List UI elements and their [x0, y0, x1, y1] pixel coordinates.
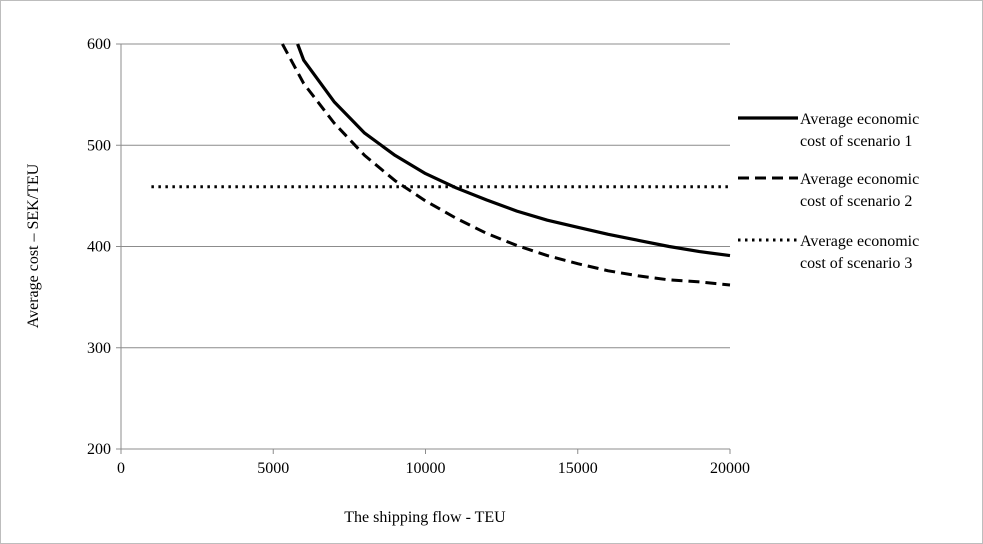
- series-group: [151, 43, 731, 287]
- y-tick-label: 500: [87, 137, 111, 154]
- gridlines: [121, 43, 730, 349]
- legend: Average economic cost of scenario 1 Averag…: [738, 111, 919, 272]
- x-axis-title: The shipping flow - TEU: [344, 509, 506, 526]
- series-line-scenario-1: [296, 43, 731, 258]
- x-tick-label: 15000: [558, 460, 598, 477]
- axes: [116, 43, 731, 454]
- x-tick-label: 10000: [406, 460, 446, 477]
- x-tick-label: 20000: [710, 460, 750, 477]
- legend-label-scenario-3: Average economic cost of scenario 3: [800, 233, 919, 272]
- series-line-scenario-2: [281, 43, 731, 287]
- x-tick-label: 0: [117, 460, 125, 477]
- x-tick-label: 5000: [257, 460, 289, 477]
- y-tick-label: 300: [87, 340, 111, 357]
- y-tick-label: 400: [87, 239, 111, 256]
- legend-label-scenario-2: Average economic cost of scenario 2: [800, 171, 919, 210]
- tick-labels: 200 300 400 500 600 0 5000 10000 15000 20000: [87, 36, 750, 477]
- y-tick-label: 200: [87, 441, 111, 458]
- y-axis-title: Average cost – SEK/TEU: [25, 163, 42, 328]
- legend-label-scenario-1: Average economic cost of scenario 1: [800, 111, 919, 150]
- y-tick-label: 600: [87, 36, 111, 53]
